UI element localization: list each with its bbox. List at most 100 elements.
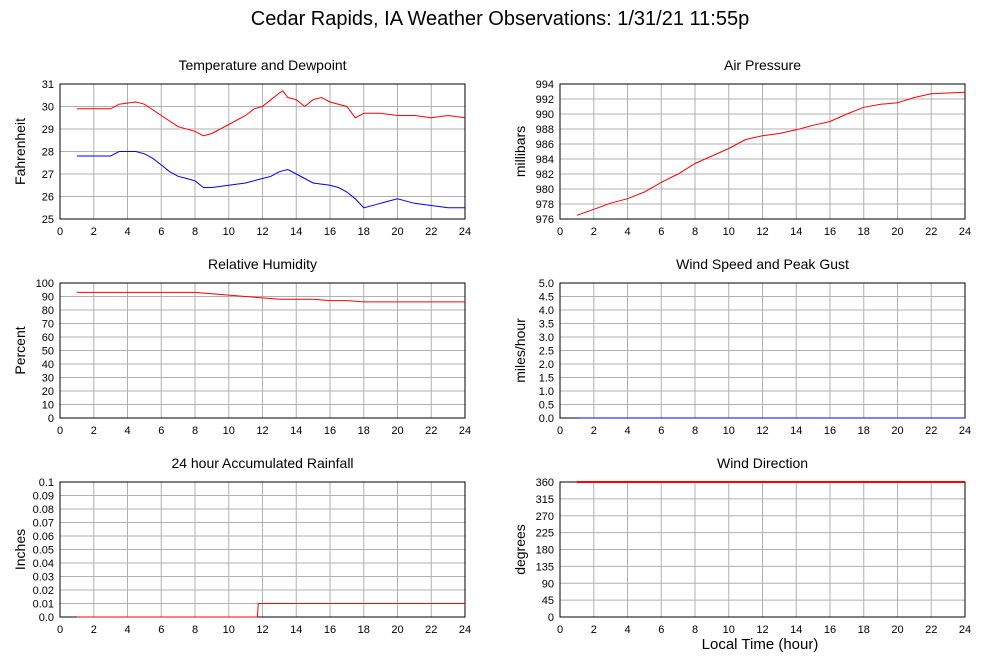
x-tick-label: 18	[858, 624, 870, 636]
x-tick-label: 6	[658, 624, 664, 636]
x-tick-label: 0	[557, 624, 563, 636]
y-tick-label: 27	[42, 169, 54, 181]
x-tick-label: 10	[723, 624, 735, 636]
y-tick-label: 50	[42, 346, 54, 358]
y-tick-label: 992	[536, 94, 554, 106]
x-tick-label: 10	[223, 425, 235, 437]
page-title: Cedar Rapids, IA Weather Observations: 1…	[250, 8, 750, 30]
x-tick-label: 12	[756, 226, 768, 238]
x-tick-label: 6	[158, 624, 164, 636]
y-tick-label: 60	[42, 332, 54, 344]
series-line-red	[76, 603, 465, 618]
y-tick-label: 0	[548, 612, 554, 624]
y-axis-label: millibars	[512, 126, 528, 177]
x-tick-label: 0	[57, 226, 63, 238]
y-tick-label: 28	[42, 147, 54, 159]
y-axis-label: miles/hour	[512, 318, 528, 383]
y-tick-label: 4.5	[539, 292, 554, 304]
y-tick-label: 360	[536, 477, 554, 489]
y-tick-label: 3.5	[539, 319, 554, 331]
y-tick-label: 45	[542, 595, 554, 607]
x-tick-label: 24	[459, 425, 471, 437]
x-tick-label: 8	[192, 624, 198, 636]
chart-title: Wind Direction	[717, 455, 808, 471]
y-tick-label: 26	[42, 192, 54, 204]
x-tick-label: 0	[557, 226, 563, 238]
y-tick-label: 0.05	[33, 545, 54, 557]
x-tick-label: 24	[959, 624, 971, 636]
x-tick-label: 10	[723, 425, 735, 437]
x-tick-label: 24	[459, 624, 471, 636]
x-tick-label: 8	[192, 226, 198, 238]
x-tick-label: 14	[290, 226, 302, 238]
y-tick-label: 976	[536, 214, 554, 226]
x-tick-label: 12	[256, 425, 268, 437]
x-tick-label: 14	[790, 226, 802, 238]
y-tick-label: 2.0	[539, 359, 554, 371]
x-tick-label: 20	[391, 425, 403, 437]
x-tick-label: 4	[124, 425, 130, 437]
x-tick-label: 2	[91, 226, 97, 238]
x-tick-label: 18	[358, 226, 370, 238]
y-tick-label: 980	[536, 184, 554, 196]
x-tick-label: 22	[925, 226, 937, 238]
y-tick-label: 31	[42, 79, 54, 91]
x-tick-label: 14	[290, 624, 302, 636]
y-tick-label: 0.06	[33, 531, 54, 543]
x-tick-label: 8	[692, 425, 698, 437]
x-tick-label: 2	[591, 425, 597, 437]
x-tick-label: 4	[124, 226, 130, 238]
y-tick-label: 10	[42, 400, 54, 412]
x-tick-label: 20	[891, 624, 903, 636]
y-tick-label: 180	[536, 545, 554, 557]
x-tick-label: 4	[624, 425, 630, 437]
y-tick-label: 70	[42, 319, 54, 331]
x-tick-label: 20	[391, 624, 403, 636]
y-tick-label: 0.0	[39, 612, 54, 624]
y-tick-label: 1.0	[539, 386, 554, 398]
x-tick-label: 0	[57, 624, 63, 636]
y-tick-label: 40	[42, 359, 54, 371]
x-tick-label: 24	[959, 226, 971, 238]
chart-title: Temperature and Dewpoint	[178, 57, 346, 73]
x-tick-label: 4	[124, 624, 130, 636]
x-tick-label: 16	[824, 226, 836, 238]
plot-frame	[59, 481, 466, 618]
series-line-red	[76, 291, 465, 303]
x-tick-label: 2	[91, 425, 97, 437]
x-tick-label: 14	[290, 425, 302, 437]
y-tick-label: 988	[536, 124, 554, 136]
x-tick-label: 16	[824, 425, 836, 437]
x-tick-label: 0	[57, 425, 63, 437]
x-tick-label: 24	[959, 425, 971, 437]
y-axis-label: Inches	[12, 529, 28, 570]
y-tick-label: 0	[48, 413, 54, 425]
x-tick-label: 22	[425, 425, 437, 437]
y-tick-label: 984	[536, 154, 554, 166]
y-tick-label: 990	[536, 109, 554, 121]
x-tick-label: 2	[91, 624, 97, 636]
chart-title: Wind Speed and Peak Gust	[676, 256, 849, 272]
y-tick-label: 100	[36, 278, 54, 290]
x-tick-label: 16	[324, 624, 336, 636]
y-tick-label: 978	[536, 199, 554, 211]
chart-title: Relative Humidity	[208, 256, 317, 272]
x-tick-label: 12	[756, 425, 768, 437]
x-tick-label: 16	[324, 226, 336, 238]
y-axis-label: Percent	[12, 326, 28, 374]
chart-title: 24 hour Accumulated Rainfall	[171, 455, 353, 471]
x-tick-label: 22	[425, 624, 437, 636]
x-tick-label: 12	[256, 624, 268, 636]
x-tick-label: 12	[256, 226, 268, 238]
y-tick-label: 982	[536, 169, 554, 181]
y-tick-label: 90	[542, 578, 554, 590]
x-tick-label: 8	[192, 425, 198, 437]
y-tick-label: 0.04	[33, 558, 54, 570]
